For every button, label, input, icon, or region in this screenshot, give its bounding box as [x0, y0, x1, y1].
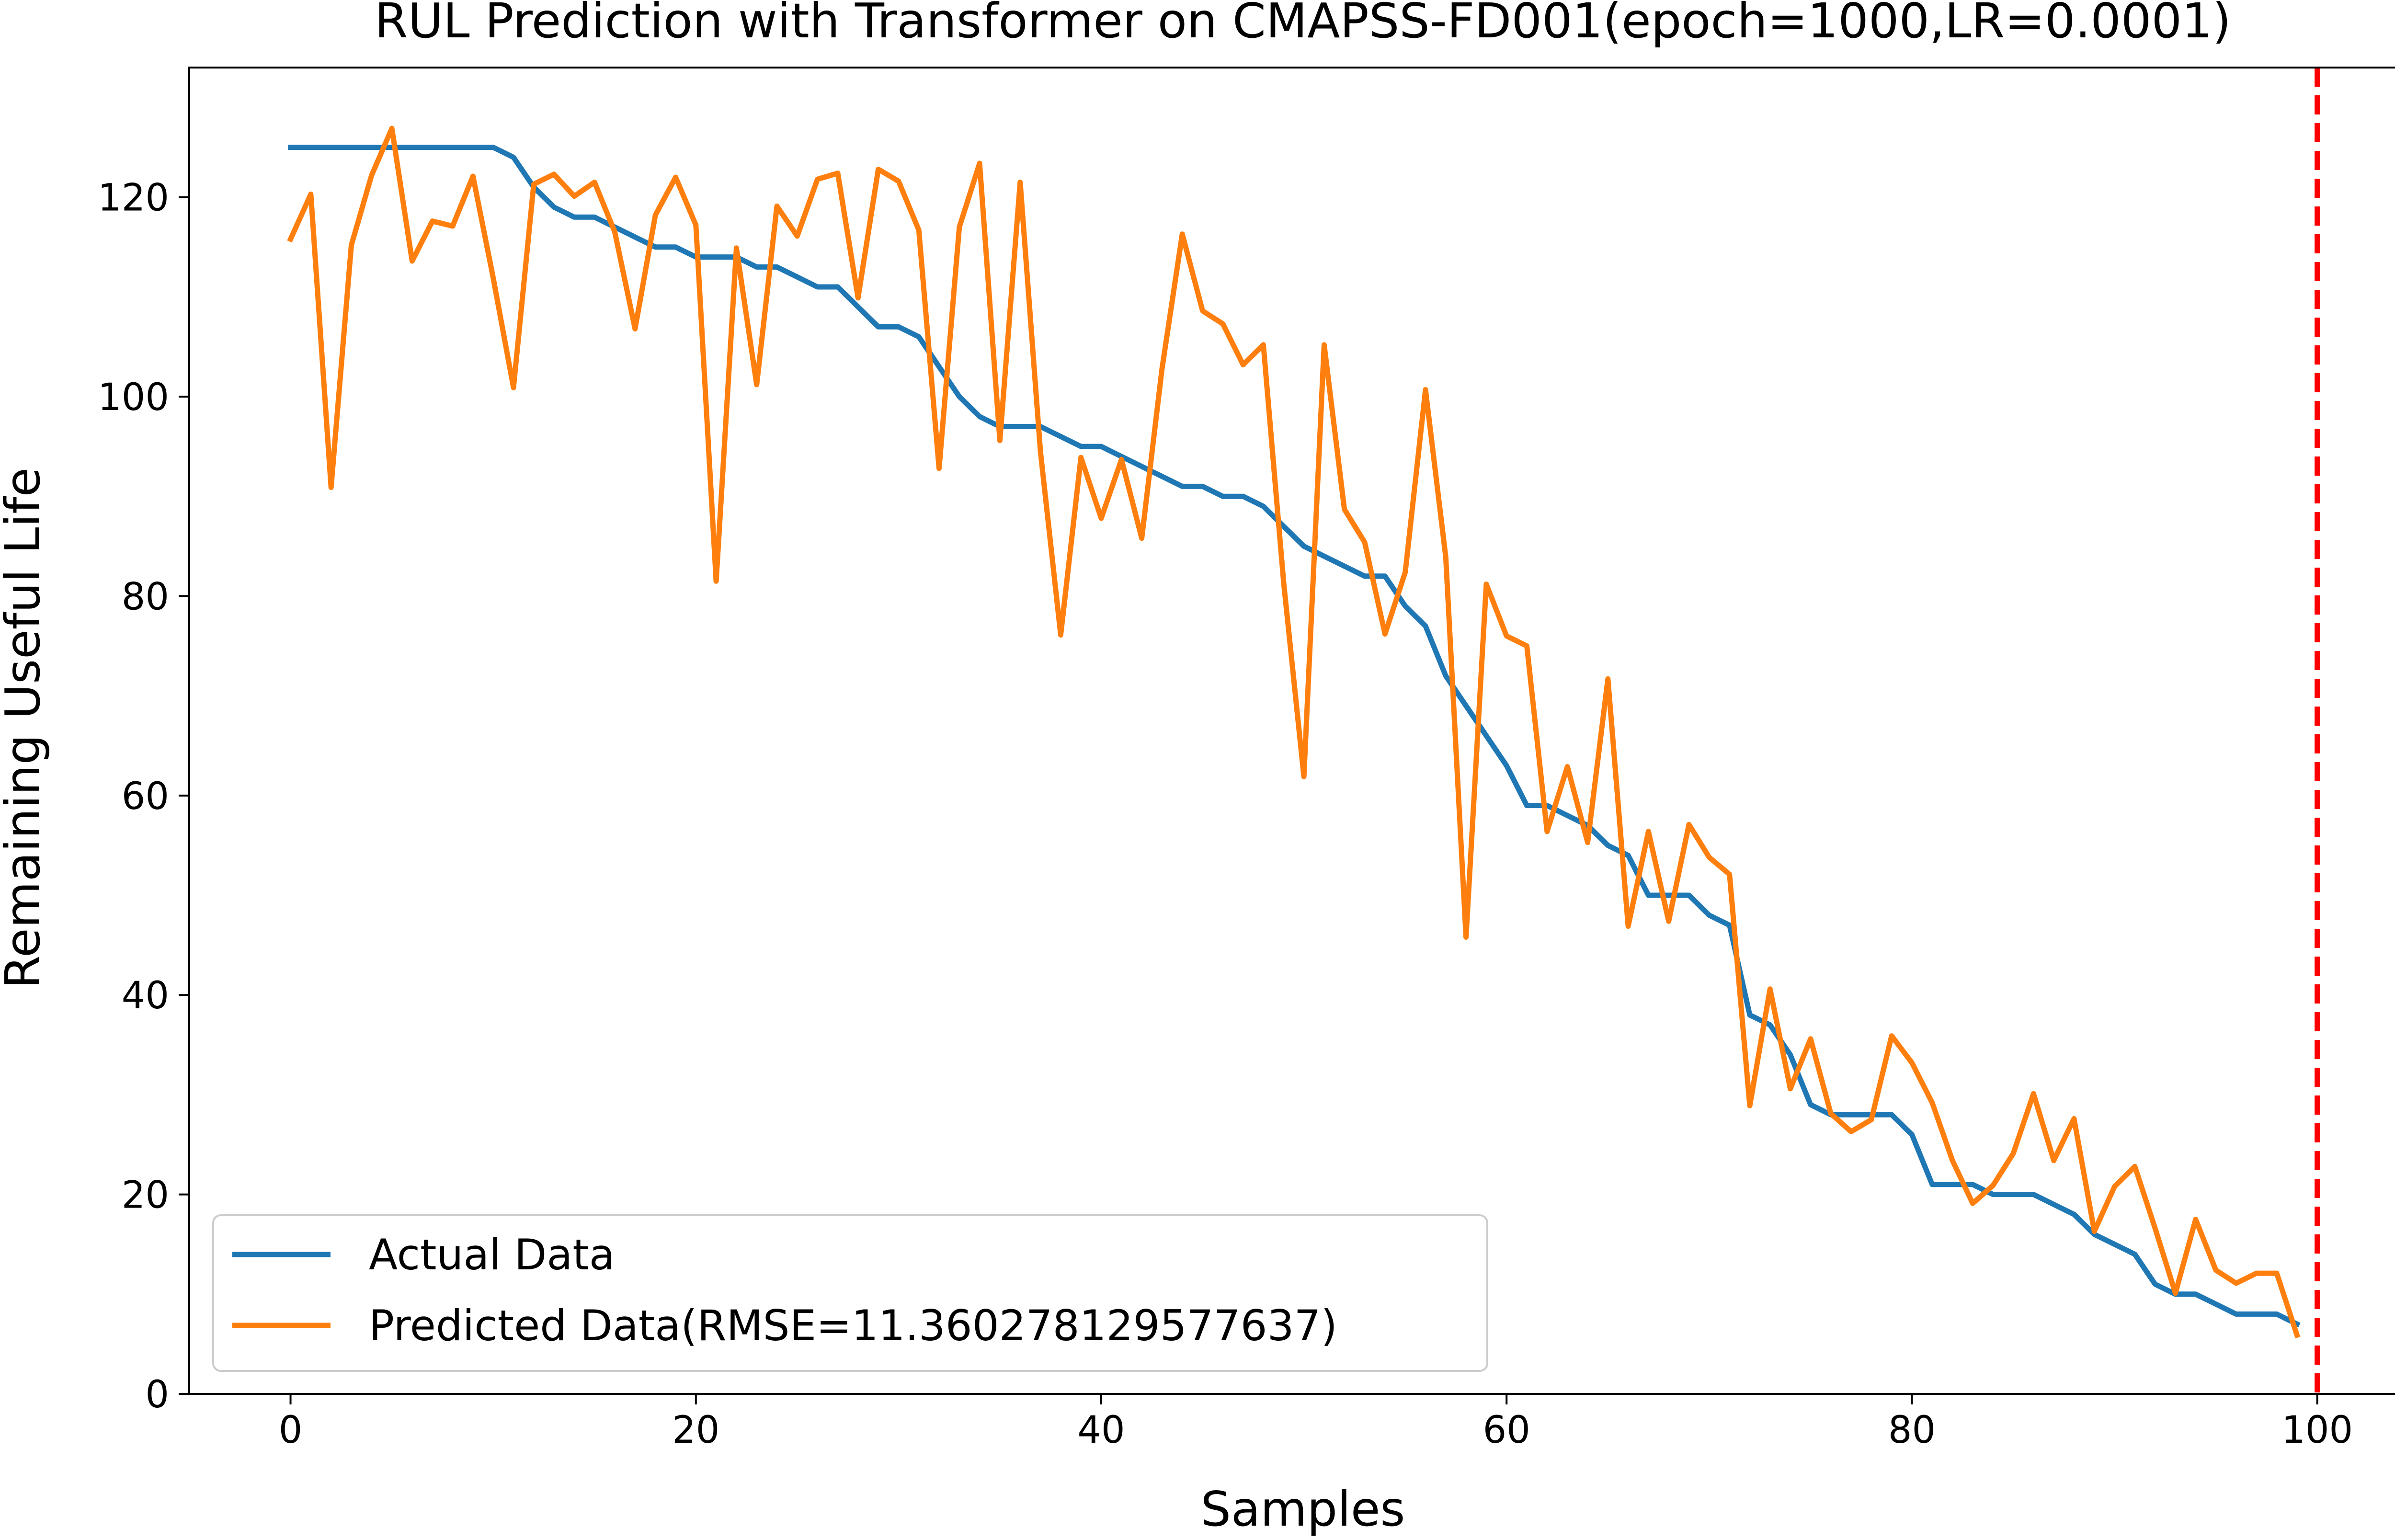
y-tick-label: 120 [98, 177, 169, 220]
x-tick-label: 100 [2281, 1409, 2353, 1452]
x-axis: 0 20 40 60 80 100 [279, 1394, 2353, 1452]
plot-area [188, 67, 2395, 1395]
x-tick-label: 20 [672, 1409, 719, 1452]
y-tick-label: 60 [122, 775, 169, 818]
x-tick-label: 60 [1483, 1409, 1530, 1452]
x-tick-label: 40 [1077, 1409, 1125, 1452]
y-axis: 0 20 40 60 80 100 120 [98, 177, 189, 1416]
y-tick-label: 40 [122, 974, 169, 1017]
y-tick-label: 100 [98, 376, 169, 419]
y-tick-label: 0 [145, 1373, 169, 1416]
y-tick-label: 80 [122, 575, 169, 618]
series-line-predicted [287, 125, 2301, 1339]
y-axis-label: Remaining Useful Life [0, 468, 51, 989]
legend-label: Actual Data [369, 1230, 615, 1279]
x-axis-label: Samples [1200, 1481, 1405, 1537]
y-tick-label: 20 [122, 1174, 169, 1217]
legend: Actual Data Predicted Data(RMSE=11.360278… [212, 1214, 1488, 1372]
legend-box [212, 1214, 1488, 1372]
plot-frame [188, 67, 2395, 1395]
x-tick-label: 80 [1888, 1409, 1936, 1452]
chart-title: RUL Prediction with Transformer on CMAPS… [375, 0, 2231, 49]
x-tick-label: 0 [279, 1409, 303, 1452]
legend-label: Predicted Data(RMSE=11.360278129577637) [369, 1301, 1337, 1350]
